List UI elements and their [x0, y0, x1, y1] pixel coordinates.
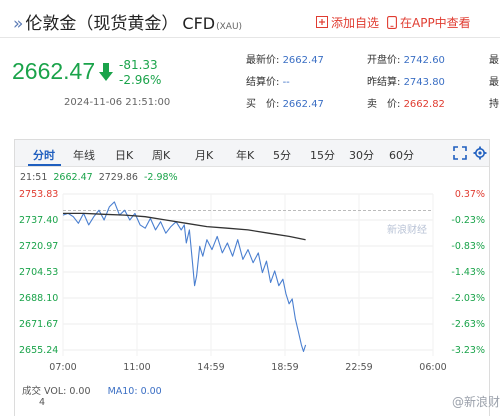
y-pct-label: -0.83% — [451, 241, 485, 252]
change-value: -81.33 — [119, 58, 158, 72]
chart-panel: 分时 年线 日K 周K 月K 年K 5分 15分 30分 60分 21:51 26… — [14, 139, 490, 416]
x-tick-label: 14:59 — [197, 362, 224, 373]
field-settle: 结算价: -- — [246, 72, 324, 94]
field-value: 2743.80 — [403, 77, 445, 88]
period-tabs: 分时 年线 日K 周K 月K 年K 5分 15分 30分 60分 — [15, 140, 489, 167]
intraday-chart[interactable]: 2753.83 2737.40 2720.97 2704.53 2688.10 2671.… — [15, 188, 489, 378]
y-tick-label: 2704.53 — [19, 267, 58, 278]
y-tick-label: 2671.67 — [19, 319, 58, 330]
tab-30min[interactable]: 30分 — [349, 149, 374, 162]
x-tick-label: 07:00 — [49, 362, 76, 373]
average-line — [63, 212, 306, 241]
volume-ma10: MA10: 0.00 — [107, 386, 162, 397]
info-time: 21:51 — [20, 172, 48, 183]
field-bid: 买 价: 2662.47 — [246, 94, 324, 116]
volume-info: 成交 VOL: 0.00 MA10: 0.00 — [22, 383, 162, 397]
quote-timestamp: 2024-11-06 21:51:00 — [64, 97, 171, 108]
tab-monthly-k[interactable]: 月K — [195, 149, 214, 162]
field-value: 2662.47 — [282, 55, 324, 66]
plus-icon — [316, 16, 328, 28]
y-tick-label: 2655.24 — [19, 345, 58, 356]
instrument-title: » 伦敦金（现货黄金） CFD(XAU) — [13, 9, 242, 34]
active-tab-indicator — [28, 164, 61, 166]
open-in-app-button[interactable]: 在APP中查看 — [387, 14, 471, 31]
fields-column-1: 最新价: 2662.47 结算价: -- 买 价: 2662.47 — [246, 50, 324, 116]
fields-column-3: 最 最 持 — [489, 50, 499, 116]
tab-daily-k[interactable]: 日K — [115, 149, 134, 162]
tab-weekly-k[interactable]: 周K — [152, 149, 171, 162]
field-label: 最新价: — [246, 55, 280, 66]
field-label: 买 价: — [246, 99, 280, 110]
quote-panel: 2662.47 -81.33 -2.96% 2024-11-06 21:51:0… — [0, 38, 500, 120]
field-open: 开盘价: 2742.60 — [367, 50, 445, 72]
field-value: -- — [282, 77, 290, 88]
field-prev-settle: 昨结算: 2743.80 — [367, 72, 445, 94]
volume-value: VOL: 0.00 — [44, 386, 91, 397]
tab-60min[interactable]: 60分 — [389, 149, 414, 162]
down-arrow-icon — [99, 63, 113, 81]
open-in-app-label: 在APP中查看 — [400, 16, 471, 30]
tab-5min[interactable]: 5分 — [273, 149, 291, 162]
field-label: 结算价: — [246, 77, 280, 88]
volume-label: 成交 — [22, 386, 42, 397]
tab-15min[interactable]: 15分 — [310, 149, 335, 162]
field-value: 2742.60 — [403, 55, 445, 66]
add-watchlist-label: 添加自选 — [331, 16, 380, 30]
field-label: 最 — [489, 55, 499, 66]
last-price: 2662.47 — [12, 58, 96, 84]
field-label: 卖 价: — [367, 99, 401, 110]
info-average: 2729.86 — [98, 172, 138, 183]
x-tick-label: 06:00 — [419, 362, 446, 373]
chart-watermark: 新浪财经 — [387, 225, 427, 236]
instrument-name: 伦敦金（现货黄金） — [25, 14, 179, 34]
price-change: -81.33 -2.96% — [119, 58, 161, 88]
page-header: » 伦敦金（现货黄金） CFD(XAU) 添加自选 在APP中查看 — [0, 0, 500, 38]
phone-icon — [387, 16, 397, 29]
y-pct-label: -2.63% — [451, 319, 485, 330]
field-latest: 最新价: 2662.47 — [246, 50, 324, 72]
change-percent: -2.96% — [119, 73, 162, 87]
y-pct-label: -2.03% — [451, 293, 485, 304]
fields-column-2: 开盘价: 2742.60 昨结算: 2743.80 卖 价: 2662.82 — [367, 50, 445, 116]
y-tick-label: 2737.40 — [19, 215, 58, 226]
y-tick-label: 2688.10 — [19, 293, 58, 304]
x-tick-label: 11:00 — [123, 362, 150, 373]
y-tick-label: 2720.97 — [19, 241, 58, 252]
fullscreen-icon[interactable] — [453, 146, 467, 160]
prefix-glyph: » — [13, 14, 24, 34]
field-label: 昨结算: — [367, 77, 401, 88]
y-tick-label: 2753.83 — [19, 189, 58, 200]
field-label: 持 — [489, 99, 499, 110]
info-price: 2662.47 — [53, 172, 93, 183]
tab-year-line[interactable]: 年线 — [73, 149, 95, 162]
tab-yearly-k[interactable]: 年K — [236, 149, 255, 162]
x-tick-label: 22:59 — [345, 362, 372, 373]
field-value: 2662.82 — [403, 99, 445, 110]
corner-watermark: @新浪财经 — [452, 395, 500, 409]
y-pct-label: -3.23% — [451, 345, 485, 356]
price-line — [62, 201, 307, 353]
field-label: 最 — [489, 77, 499, 88]
field-label: 开盘价: — [367, 55, 401, 66]
x-tick-label: 18:59 — [271, 362, 298, 373]
field-cut: 最 — [489, 72, 499, 94]
y-pct-label: 0.37% — [455, 189, 485, 200]
tab-intraday[interactable]: 分时 — [33, 149, 55, 162]
add-watchlist-button[interactable]: 添加自选 — [316, 14, 379, 31]
field-cut: 最 — [489, 50, 499, 72]
gear-icon[interactable] — [473, 146, 487, 160]
crosshair-info: 21:51 2662.47 2729.86 -2.98% — [20, 172, 178, 183]
field-value: 2662.47 — [282, 99, 324, 110]
volume-count: 4 — [39, 397, 46, 408]
info-percent: -2.98% — [143, 172, 178, 183]
field-cut: 持 — [489, 94, 499, 116]
y-pct-label: -1.43% — [451, 267, 485, 278]
instrument-code-sub: (XAU) — [216, 22, 243, 32]
instrument-code: CFD — [182, 14, 216, 33]
field-ask: 卖 价: 2662.82 — [367, 94, 445, 116]
y-pct-label: -0.23% — [451, 215, 485, 226]
